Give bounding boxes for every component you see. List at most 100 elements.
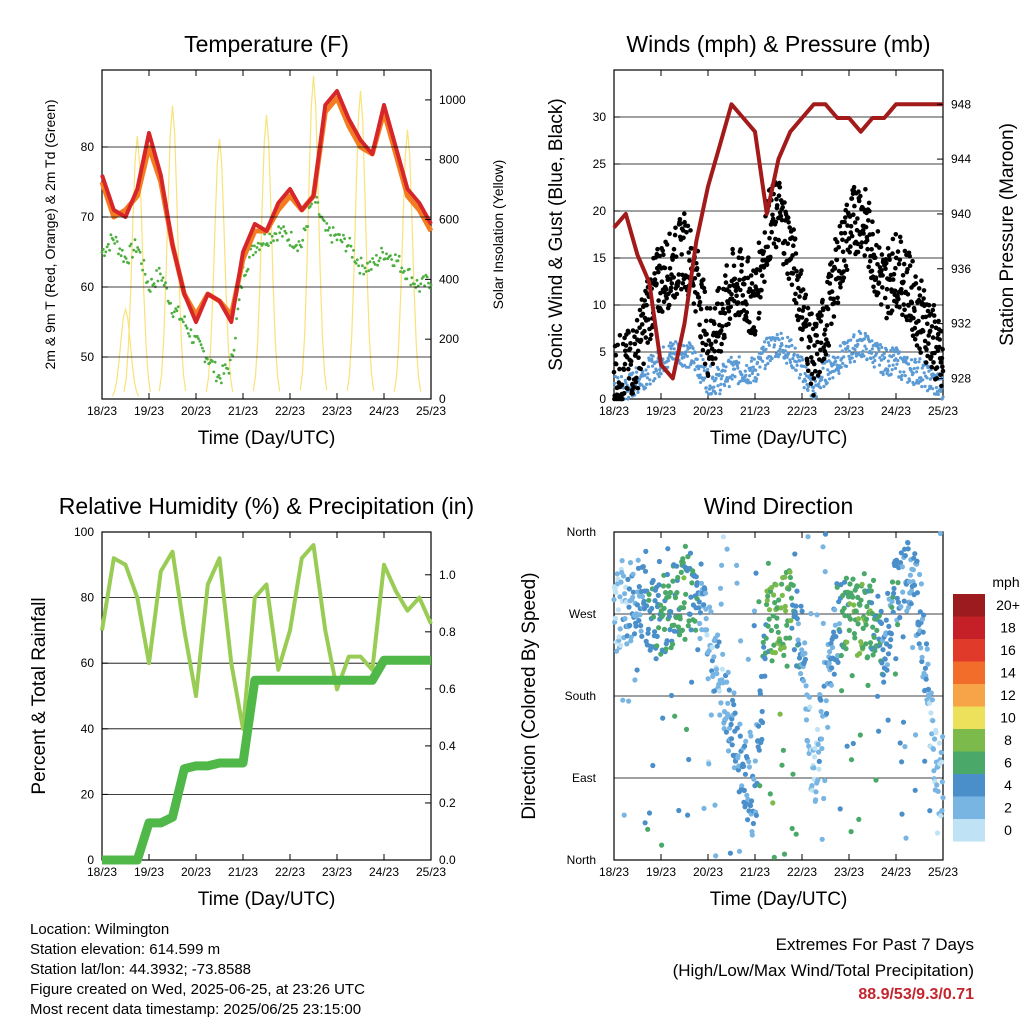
direction-point [924,646,930,652]
gust-point [638,337,644,343]
gust-point [710,361,716,367]
sonic-wind-point [935,389,940,394]
gust-point [739,262,744,268]
direction-point [696,605,702,611]
sonic-wind-point [778,347,782,351]
dewpoint-point [166,299,170,303]
sonic-wind-point [923,384,927,388]
gust-point [685,223,691,229]
gust-point [811,361,817,367]
sonic-wind-point [880,345,884,349]
direction-point [815,741,821,748]
sonic-wind-point [763,340,767,344]
gust-point [745,259,750,264]
temperature-ytick-label: 60 [81,280,95,294]
dewpoint-point [143,272,147,276]
direction-point [724,546,730,552]
sonic-wind-point [651,364,655,368]
sonic-wind-point [931,387,935,391]
direction-point [672,595,679,601]
direction-point [787,635,793,641]
gust-point [672,295,677,300]
gust-point [793,251,799,256]
sonic-wind-point [922,371,926,375]
winds-ytick-label: 30 [593,110,607,124]
gust-point [821,307,826,313]
direction-point [750,820,757,827]
gust-point [899,290,904,296]
sonic-wind-point [798,359,802,363]
sonic-wind-point [884,348,889,352]
dewpoint-point [114,235,118,239]
direction-point [768,588,774,595]
gust-point [716,285,722,291]
dewpoint-point [180,318,184,321]
direction-point [652,598,658,604]
dewpoint-point [202,349,206,353]
direction-point [674,590,680,596]
gust-point [814,351,820,357]
dewpoint-point [274,232,278,236]
direction-point [615,607,622,613]
sonic-wind-point [804,365,808,369]
direction-point [746,759,752,765]
direction-point [930,746,937,752]
direction-point [833,634,839,640]
direction-point [897,614,903,621]
sonic-wind-point [844,364,849,368]
gust-point [720,306,726,312]
sonic-wind-point [849,338,853,342]
dewpoint-point [113,242,117,245]
direction-point [916,641,922,647]
direction-point [625,576,631,583]
direction-point [903,835,909,841]
direction-point [913,732,919,738]
sonic-wind-point [763,367,767,371]
sonic-wind-point [737,361,741,365]
sonic-wind-point [761,345,765,349]
gust-point [725,300,731,306]
sonic-wind-point [723,369,727,373]
direction-point [622,591,628,597]
sonic-wind-point [731,363,735,367]
dewpoint-point [184,324,188,328]
sonic-wind-point [889,372,893,376]
direction-point [928,690,934,696]
legend-label: 8 [1004,732,1012,748]
dewpoint-point [119,254,123,258]
sonic-wind-point [789,338,793,342]
sonic-wind-point [827,359,831,363]
dewpoint-point [300,245,303,249]
direction-point [652,629,658,635]
gust-point [803,292,809,298]
winds-ytick-label: 10 [593,298,607,312]
gust-point [761,265,767,270]
gust-point [940,368,946,374]
gust-point [920,328,926,334]
direction-point [869,600,875,606]
legend-label: 6 [1004,755,1012,771]
direction-point [645,630,651,636]
direction-point [808,611,814,617]
gust-point [702,361,708,367]
gust-point [730,246,735,252]
dewpoint-point [164,281,167,285]
gust-point [917,293,923,298]
dewpoint-point [296,249,299,253]
gust-point [681,235,686,241]
direction-point [639,633,645,639]
humidity-xtick-label: 22/23 [275,865,305,879]
sonic-wind-point [859,331,863,335]
gust-point [837,223,843,229]
direction-point [813,797,819,803]
gust-point [866,264,871,270]
dewpoint-point [118,247,122,251]
sonic-wind-point [836,355,840,359]
gust-point [884,260,889,266]
sonic-wind-point [731,373,735,377]
direction-point [813,789,819,795]
direction-point [696,599,702,605]
direction-point [744,792,750,798]
gust-point [825,306,831,312]
